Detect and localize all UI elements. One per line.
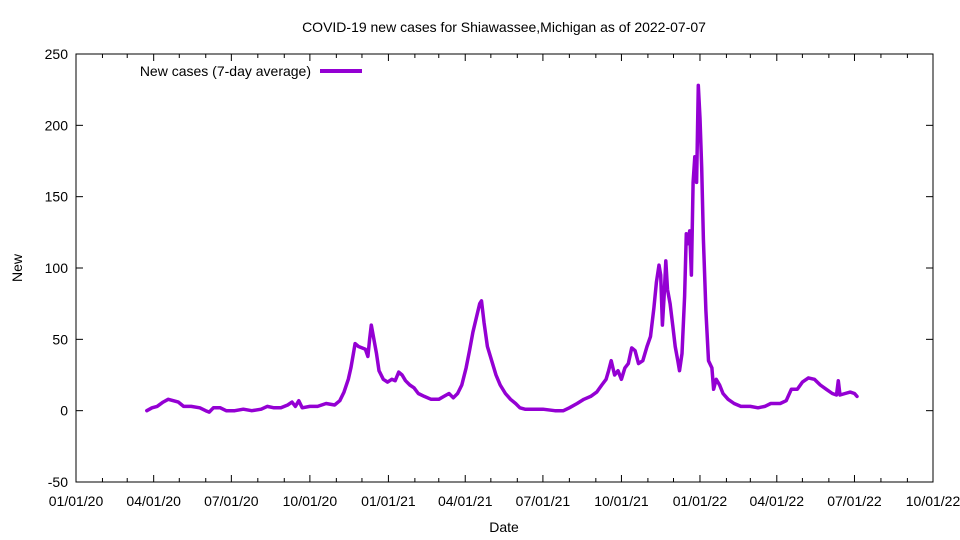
x-tick-label: 04/01/22 xyxy=(750,493,805,509)
x-tick-label: 10/01/21 xyxy=(594,493,649,509)
y-axis: -50 0 50 100 150 200 250 xyxy=(45,46,933,490)
x-tick-label: 01/01/22 xyxy=(673,493,728,509)
y-tick-label: -50 xyxy=(48,474,68,490)
legend: New cases (7-day average) xyxy=(140,63,362,79)
chart-title: COVID-19 new cases for Shiawassee,Michig… xyxy=(302,19,706,35)
x-axis-label: Date xyxy=(489,519,519,535)
y-tick-label: 0 xyxy=(60,403,68,419)
y-tick-label: 250 xyxy=(45,46,69,62)
x-tick-label: 10/01/22 xyxy=(906,493,960,509)
y-tick-label: 50 xyxy=(52,331,68,347)
series-line xyxy=(145,83,859,414)
x-axis: 01/01/20 04/01/20 07/01/20 10/01/20 01/01/21… xyxy=(49,54,960,509)
y-tick-label: 200 xyxy=(45,117,69,133)
x-tick-label: 01/01/20 xyxy=(49,493,104,509)
x-tick-label: 07/01/20 xyxy=(204,493,259,509)
x-tick-label: 07/01/21 xyxy=(516,493,571,509)
plot-area-border xyxy=(75,53,934,483)
x-tick-label: 01/01/21 xyxy=(361,493,416,509)
x-tick-label: 04/01/20 xyxy=(126,493,181,509)
series-layer xyxy=(145,83,859,414)
y-tick-label: 100 xyxy=(45,260,69,276)
x-tick-label: 04/01/21 xyxy=(438,493,493,509)
legend-label: New cases (7-day average) xyxy=(140,63,311,79)
x-tick-label: 10/01/20 xyxy=(283,493,338,509)
y-axis-label: New xyxy=(9,253,25,282)
x-tick-label: 07/01/22 xyxy=(827,493,882,509)
y-tick-label: 150 xyxy=(45,189,69,205)
